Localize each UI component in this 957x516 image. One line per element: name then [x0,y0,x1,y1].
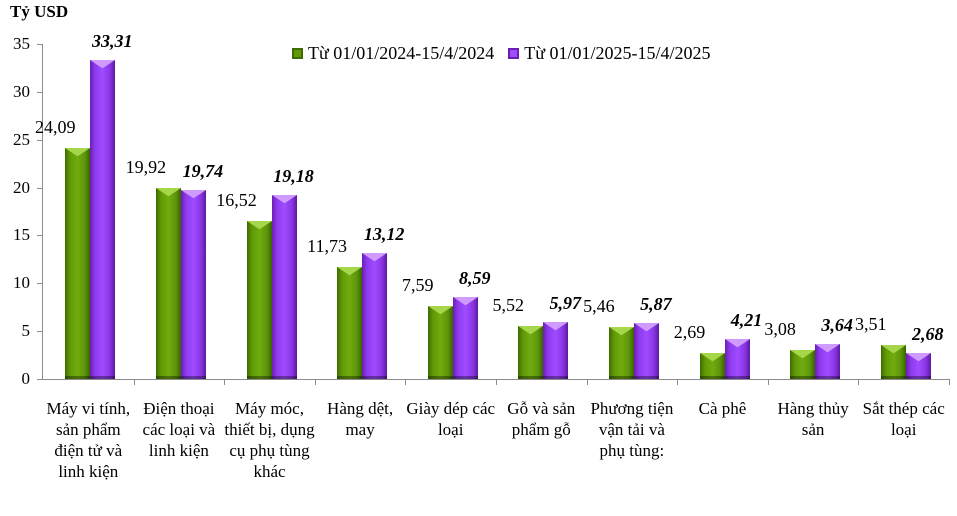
x-tick-mark [496,379,497,385]
bar-series-1 [518,326,544,379]
legend-swatch-purple-icon [508,48,520,59]
y-tick-label: 30 [13,81,30,101]
x-tick-mark [587,379,588,385]
y-tick-label: 20 [13,177,30,197]
x-category-label: Hàng thủy sản [777,399,849,439]
y-tick-label: 35 [13,34,30,53]
data-label: 24,09 [35,117,76,138]
y-tick-label: 5 [21,321,31,341]
y-tick-label: 15 [13,225,30,245]
y-tick-label: 10 [13,273,30,293]
data-label: 5,46 [583,295,615,316]
bar-series-2 [180,190,206,379]
y-tick-mark [37,187,42,189]
y-tick-mark [37,91,42,93]
y-axis-line [42,44,43,380]
data-label: 3,64 [821,315,853,336]
x-category-label: Máy vi tính, sản phẩm điện tử và linh ki… [46,399,131,481]
x-category-label: Giày dép các loại [406,399,496,439]
y-tick-label: 0 [21,369,31,388]
bar-series-2 [362,253,388,379]
data-label: 2,69 [673,322,706,343]
x-tick-mark [949,379,950,385]
x-tick-mark [677,379,678,385]
x-tick-mark [858,379,859,385]
legend: Từ 01/01/2024-15/4/2024 Từ 01/01/2025-15… [292,43,725,64]
legend-item-2025: Từ 01/01/2025-15/4/2025 [508,43,711,64]
x-category-label: Sắt thép các loại [862,399,945,439]
bar-series-2 [90,60,116,379]
x-category-label: Máy móc, thiết bị, dụng cụ phụ tùng khác [224,399,315,481]
legend-label: Từ 01/01/2025-15/4/2025 [524,43,711,63]
x-category-label: Phương tiện vận tải và phụ tùng: [590,399,674,460]
data-label: 19,74 [182,161,224,182]
bar-series-1 [880,345,906,379]
bar-series-1 [790,349,816,380]
y-tick-mark [37,44,42,45]
y-tick-label: 25 [13,129,30,149]
x-category-label: Cà phê [698,399,747,418]
x-category-label: Gỗ và sản phẩm gỗ [507,399,576,439]
data-label: 3,08 [764,318,796,339]
data-label: 16,52 [216,189,257,210]
data-label: 13,12 [363,224,405,245]
y-axis-unit-label: Tỷ USD [10,2,69,21]
x-tick-mark [224,379,225,385]
data-label: 5,97 [549,292,582,313]
x-category-label: Điện thoại các loại và linh kiện [142,399,216,460]
data-label: 19,92 [125,157,167,178]
data-label: 4,21 [730,309,763,330]
bar-series-1 [155,188,181,379]
x-tick-mark [768,379,769,385]
bar-series-2 [633,322,659,380]
data-label: 19,18 [273,166,314,187]
x-tick-mark [315,379,316,385]
bar-series-2 [543,321,569,380]
data-label: 5,87 [640,293,672,314]
data-label: 11,73 [307,235,348,256]
y-tick-mark [37,139,42,141]
bar-series-2 [271,195,297,379]
legend-swatch-green-icon [292,48,303,59]
y-tick-mark [37,331,42,333]
bar-series-1 [337,266,363,380]
bar-series-2 [724,338,750,380]
x-tick-mark [134,379,135,385]
y-tick-mark [37,379,42,380]
x-tick-mark [405,379,406,385]
data-label: 33,31 [92,31,133,52]
data-label: 3,51 [854,314,887,335]
bar-series-1 [699,353,725,379]
bar-series-2 [815,344,841,379]
bar-series-2 [452,296,478,380]
data-label: 5,52 [492,295,525,316]
data-label: 2,68 [911,324,944,345]
data-label: 8,59 [458,267,491,288]
data-label: 7,59 [401,275,434,296]
legend-label: Từ 01/01/2024-15/4/2024 [308,43,495,63]
bar-series-1 [65,148,91,379]
x-category-label: Hàng dệt, may [327,399,394,439]
y-tick-mark [37,235,42,237]
bar-series-1 [427,306,453,379]
bar-series-1 [608,326,634,380]
y-tick-mark [37,283,42,285]
legend-item-2024: Từ 01/01/2024-15/4/2024 [292,43,494,64]
bar-series-2 [905,353,931,379]
bar-series-1 [246,220,272,380]
